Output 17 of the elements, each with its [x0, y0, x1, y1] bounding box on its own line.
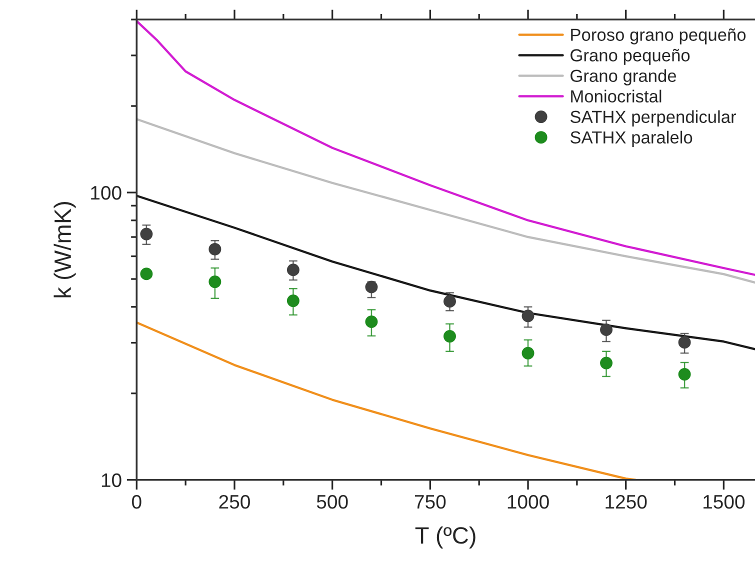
legend-label: Grano pequeño	[570, 48, 690, 65]
x-tick-label: 1500	[704, 494, 745, 509]
x-tick-label: 500	[316, 494, 348, 509]
legend-label: SATHX paralelo	[570, 130, 692, 147]
x-tick-label: 0	[132, 494, 142, 509]
x-tick-label: 1250	[606, 494, 647, 509]
x-tick-label: 250	[219, 494, 250, 509]
legend-label: Poroso grano pequeño	[571, 28, 746, 44]
legend-label: Moniocristal	[571, 90, 662, 103]
y-axis-title: k (W/mK)	[54, 202, 76, 298]
legend-label: SATHX perpendicular	[570, 110, 736, 126]
x-tick-label: 750	[414, 494, 446, 509]
x-axis-title: T (ºC)	[415, 526, 476, 548]
legend-label: Grano grande	[570, 69, 676, 86]
y-tick-label: 100	[91, 186, 122, 200]
y-tick-label: 10	[102, 473, 122, 488]
x-tick-label: 1000	[508, 494, 549, 509]
